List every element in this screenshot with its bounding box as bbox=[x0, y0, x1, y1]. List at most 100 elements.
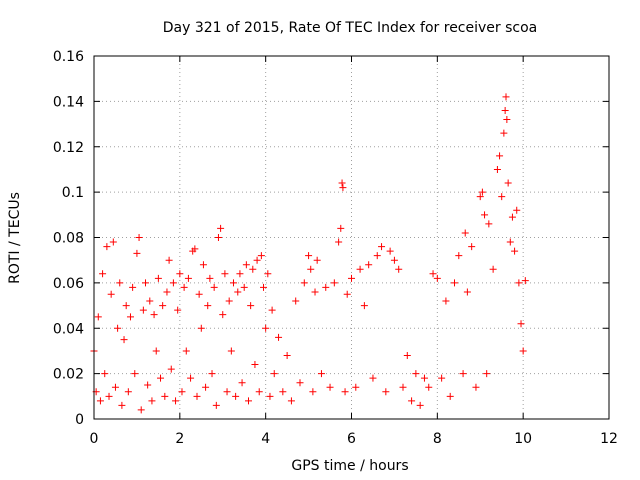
data-point bbox=[521, 277, 529, 285]
data-point bbox=[122, 302, 130, 310]
data-point bbox=[438, 374, 446, 382]
data-point bbox=[446, 392, 454, 400]
data-point bbox=[420, 374, 428, 382]
data-point bbox=[126, 313, 134, 321]
data-point bbox=[382, 388, 390, 396]
data-point bbox=[373, 252, 381, 260]
data-point bbox=[217, 224, 225, 232]
data-point bbox=[135, 234, 143, 241]
data-point bbox=[229, 279, 237, 287]
data-point bbox=[264, 270, 272, 278]
data-point bbox=[268, 306, 276, 314]
data-point bbox=[483, 370, 491, 378]
data-point bbox=[287, 397, 295, 405]
data-point bbox=[129, 283, 137, 291]
y-tick-label: 0.12 bbox=[53, 140, 84, 156]
data-point bbox=[408, 397, 416, 405]
x-tick-label: 0 bbox=[90, 431, 99, 447]
data-point bbox=[395, 265, 403, 273]
x-axis-title: GPS time / hours bbox=[291, 458, 408, 474]
data-point bbox=[326, 383, 334, 391]
data-point bbox=[109, 238, 117, 246]
data-point bbox=[508, 213, 516, 221]
x-tick-label: 2 bbox=[175, 431, 184, 447]
x-tick-label: 4 bbox=[261, 431, 270, 447]
data-point bbox=[322, 283, 330, 291]
data-point bbox=[221, 270, 229, 278]
data-point bbox=[137, 406, 145, 414]
data-point bbox=[468, 243, 476, 251]
data-point bbox=[163, 288, 171, 296]
data-point bbox=[504, 179, 512, 187]
data-point bbox=[146, 297, 154, 305]
y-tick-label: 0.04 bbox=[53, 321, 84, 337]
data-point bbox=[279, 388, 287, 396]
data-point bbox=[311, 288, 319, 296]
data-point bbox=[182, 347, 190, 355]
data-point bbox=[107, 290, 115, 298]
data-point bbox=[193, 392, 201, 400]
data-point bbox=[511, 247, 519, 255]
data-point bbox=[157, 374, 165, 382]
data-point bbox=[459, 370, 467, 378]
data-point bbox=[178, 388, 186, 396]
data-point bbox=[195, 290, 203, 298]
data-point bbox=[378, 243, 386, 251]
data-point bbox=[472, 383, 480, 391]
data-point bbox=[257, 252, 265, 260]
grid-lines bbox=[94, 56, 609, 419]
data-point bbox=[240, 283, 248, 291]
y-tick-label: 0.06 bbox=[53, 276, 84, 292]
data-point bbox=[476, 193, 484, 201]
data-point bbox=[433, 274, 441, 282]
data-point bbox=[234, 288, 242, 296]
data-point bbox=[227, 347, 235, 355]
data-point bbox=[442, 297, 450, 305]
x-tick-label: 6 bbox=[347, 431, 356, 447]
data-point bbox=[214, 234, 222, 241]
data-point bbox=[142, 279, 149, 287]
data-point bbox=[223, 388, 231, 396]
data-point bbox=[199, 261, 207, 269]
data-point bbox=[390, 256, 398, 264]
data-point bbox=[242, 261, 250, 269]
x-tick-label: 10 bbox=[514, 431, 532, 447]
data-point bbox=[330, 279, 338, 287]
data-point bbox=[503, 116, 511, 124]
data-point bbox=[232, 392, 240, 400]
data-point bbox=[161, 392, 169, 400]
data-point bbox=[356, 265, 364, 273]
data-point bbox=[245, 397, 252, 405]
data-point bbox=[498, 193, 506, 201]
y-axis-title: ROTI / TECUs bbox=[7, 192, 23, 284]
data-point bbox=[206, 274, 214, 282]
data-point bbox=[429, 270, 437, 278]
plot-frame bbox=[93, 55, 610, 420]
data-point bbox=[116, 279, 124, 287]
data-point bbox=[501, 106, 509, 114]
data-point bbox=[262, 324, 270, 332]
chart-title: Day 321 of 2015, Rate Of TEC Index for r… bbox=[163, 20, 538, 36]
data-point bbox=[255, 388, 263, 396]
data-point bbox=[515, 279, 523, 287]
data-point bbox=[208, 370, 216, 378]
data-point bbox=[266, 392, 274, 400]
data-point bbox=[99, 270, 107, 278]
data-point bbox=[148, 397, 156, 405]
y-tick-label: 0.08 bbox=[53, 231, 84, 247]
data-point bbox=[253, 256, 261, 264]
data-point bbox=[493, 165, 501, 173]
data-point bbox=[496, 152, 504, 160]
data-point bbox=[225, 297, 233, 305]
data-point bbox=[118, 401, 126, 409]
data-point bbox=[251, 361, 259, 369]
data-point bbox=[348, 274, 355, 282]
data-point bbox=[131, 370, 139, 378]
data-point bbox=[519, 347, 527, 355]
data-point bbox=[292, 297, 300, 305]
data-point bbox=[451, 279, 458, 287]
data-point bbox=[502, 93, 510, 101]
x-tick-label: 12 bbox=[600, 431, 618, 447]
data-point bbox=[144, 381, 152, 389]
